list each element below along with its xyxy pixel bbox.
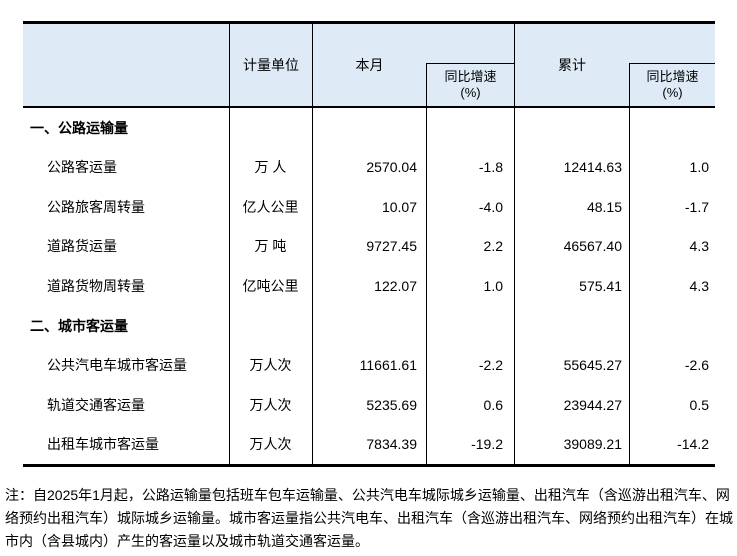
row-label: 道路货物周转量 bbox=[47, 277, 145, 294]
row-label: 道路货运量 bbox=[47, 238, 117, 255]
unit-cell: 亿吨公里 bbox=[242, 277, 299, 294]
month-value-cell: 122.07 bbox=[374, 277, 417, 294]
header-cumulative-yoy-unit: (%) bbox=[662, 85, 683, 100]
cumulative-value-cell: 46567.40 bbox=[563, 238, 622, 255]
month-yoy-cell: -2.2 bbox=[478, 357, 503, 374]
month-yoy-cell: -19.2 bbox=[471, 436, 503, 453]
month-value-cell: 11661.61 bbox=[359, 357, 417, 374]
row-label: 公路旅客周转量 bbox=[47, 198, 145, 215]
month-yoy-cell: -4.0 bbox=[478, 198, 503, 215]
unit-cell: 万人次 bbox=[249, 357, 292, 374]
cumulative-value-cell: 23944.27 bbox=[563, 396, 622, 413]
cumulative-value-cell: 39089.21 bbox=[563, 436, 622, 453]
header-month-yoy-label: 同比增速 bbox=[444, 69, 497, 84]
table-row: 公共汽电车城市客运量 万人次 11661.61 -2.2 55645.27 -2… bbox=[23, 345, 715, 385]
month-value-cell: 2570.04 bbox=[366, 159, 417, 176]
row-label: 二、城市客运量 bbox=[30, 317, 128, 334]
header-cell-month-yoy: 同比增速 (%) bbox=[426, 63, 514, 106]
unit-cell: 万 人 bbox=[254, 159, 287, 176]
table-row: 道路货物周转量 亿吨公里 122.07 1.0 575.41 4.3 bbox=[23, 266, 715, 306]
column-divider bbox=[229, 108, 230, 464]
header-cumulative-label: 累计 bbox=[558, 57, 586, 73]
table-row: 道路货运量 万 吨 9727.45 2.2 46567.40 4.3 bbox=[23, 227, 715, 267]
column-divider bbox=[629, 108, 630, 464]
header-cell-cumulative-yoy: 同比增速 (%) bbox=[629, 63, 715, 106]
table-row: 公路客运量 万 人 2570.04 -1.8 12414.63 1.0 bbox=[23, 148, 715, 188]
section-row-highway: 一、公路运输量 bbox=[23, 108, 715, 148]
cumulative-yoy-cell: 1.0 bbox=[689, 159, 709, 176]
row-label: 公共汽电车城市客运量 bbox=[47, 357, 187, 374]
section-row-urban: 二、城市客运量 bbox=[23, 306, 715, 346]
cumulative-yoy-cell: 0.5 bbox=[689, 396, 709, 413]
month-value-cell: 10.07 bbox=[381, 198, 417, 215]
table-row: 出租车城市客运量 万人次 7834.39 -19.2 39089.21 -14.… bbox=[23, 424, 715, 464]
row-label: 一、公路运输量 bbox=[30, 119, 128, 136]
header-month-yoy-unit: (%) bbox=[460, 85, 481, 100]
month-yoy-cell: 1.0 bbox=[483, 277, 503, 294]
month-value-cell: 5235.69 bbox=[366, 396, 417, 413]
column-divider bbox=[229, 24, 230, 106]
cumulative-value-cell: 48.15 bbox=[586, 198, 622, 215]
transport-volume-table: 计量单位 本月 同比增速 (%) 累计 同比增速 (%) bbox=[23, 21, 715, 467]
column-divider bbox=[426, 108, 427, 464]
header-cell-cumulative: 累计 bbox=[515, 24, 629, 106]
unit-cell: 亿人公里 bbox=[242, 198, 299, 215]
footnote: 注：自2025年1月起，公路运输量包括班车包车运输量、公共汽电车城际城乡运输量、… bbox=[5, 487, 733, 549]
month-value-cell: 7834.39 bbox=[366, 436, 417, 453]
table-row: 轨道交通客运量 万人次 5235.69 0.6 23944.27 0.5 bbox=[23, 385, 715, 425]
column-divider bbox=[312, 24, 313, 106]
column-divider bbox=[514, 108, 515, 464]
column-divider bbox=[514, 24, 515, 106]
cumulative-yoy-cell: -14.2 bbox=[677, 436, 709, 453]
cumulative-value-cell: 12414.63 bbox=[563, 159, 622, 176]
month-yoy-cell: -1.8 bbox=[478, 159, 503, 176]
month-yoy-cell: 2.2 bbox=[483, 238, 503, 255]
cumulative-yoy-cell: 4.3 bbox=[689, 277, 709, 294]
unit-cell: 万人次 bbox=[249, 436, 292, 453]
cumulative-yoy-cell: 4.3 bbox=[689, 238, 709, 255]
header-month-label: 本月 bbox=[355, 57, 384, 73]
row-label: 轨道交通客运量 bbox=[47, 396, 145, 413]
cumulative-yoy-cell: -2.6 bbox=[684, 357, 709, 374]
cumulative-value-cell: 575.41 bbox=[579, 277, 622, 294]
month-value-cell: 9727.45 bbox=[366, 238, 417, 255]
table-header: 计量单位 本月 同比增速 (%) 累计 同比增速 (%) bbox=[23, 21, 715, 108]
unit-cell: 万人次 bbox=[249, 396, 292, 413]
month-yoy-cell: 0.6 bbox=[483, 396, 503, 413]
table-row: 公路旅客周转量 亿人公里 10.07 -4.0 48.15 -1.7 bbox=[23, 187, 715, 227]
table-body: 一、公路运输量 公路客运量 万 人 2570.04 -1.8 12414.63 … bbox=[23, 108, 715, 467]
unit-cell: 万 吨 bbox=[254, 238, 287, 255]
column-divider bbox=[312, 108, 313, 464]
cumulative-value-cell: 55645.27 bbox=[563, 357, 622, 374]
row-label: 出租车城市客运量 bbox=[47, 436, 159, 453]
row-label: 公路客运量 bbox=[47, 159, 117, 176]
header-unit-label: 计量单位 bbox=[243, 57, 299, 73]
header-cell-indicator bbox=[23, 24, 229, 106]
cumulative-yoy-cell: -1.7 bbox=[684, 198, 709, 215]
header-cumulative-yoy-label: 同比增速 bbox=[646, 69, 699, 84]
header-cell-month: 本月 bbox=[313, 24, 426, 106]
header-cell-unit: 计量单位 bbox=[230, 24, 312, 106]
